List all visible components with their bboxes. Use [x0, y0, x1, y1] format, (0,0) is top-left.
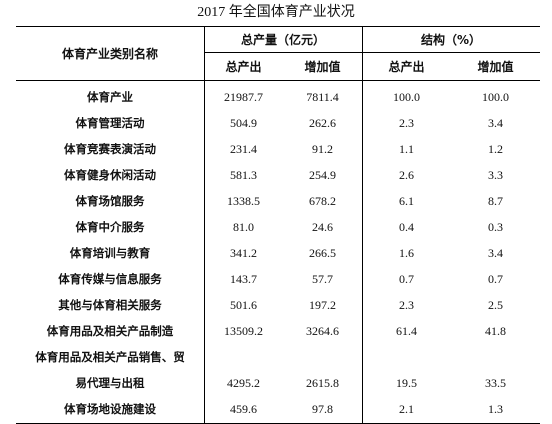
row-label: 体育场地设施建设 [64, 402, 156, 416]
cell-added-value: 262.6 [309, 115, 336, 130]
cell-added-value-pct: 3.3 [488, 167, 503, 182]
header-total-output-group: 总产量（亿元） [240, 33, 325, 47]
cell-added-value: 678.2 [309, 193, 336, 208]
cell-output-pct: 1.6 [399, 245, 414, 260]
cell-output-pct: 19.5 [396, 375, 417, 390]
cell-output-pct: 0.4 [399, 219, 414, 234]
cell-output-pct: 100.0 [393, 89, 420, 104]
cell-added-value: 2615.8 [306, 375, 339, 390]
header-divider [204, 52, 540, 53]
cell-added-value-pct: 1.2 [488, 141, 503, 156]
cell-added-value-pct: 0.7 [488, 271, 503, 286]
cell-added-value-pct: 8.7 [488, 193, 503, 208]
cell-output-pct: 1.1 [399, 141, 414, 156]
row-label: 体育用品及相关产品制造 [46, 324, 174, 338]
cell-output-pct: 0.7 [399, 271, 414, 286]
row-label: 体育健身休闲活动 [64, 168, 156, 182]
header-bottom-rule [16, 80, 540, 81]
cell-output: 13509.2 [224, 323, 263, 338]
cell-added-value: 24.6 [312, 219, 333, 234]
cell-output: 231.4 [230, 141, 257, 156]
cell-added-value-pct: 0.3 [488, 219, 503, 234]
cell-added-value-pct: 1.3 [488, 401, 503, 416]
cell-output: 459.6 [230, 401, 257, 416]
row-label: 体育培训与教育 [69, 246, 151, 260]
table-title: 2017 年全国体育产业状况 [197, 5, 355, 20]
row-label: 体育场馆服务 [75, 194, 145, 208]
column-divider [362, 27, 363, 423]
cell-added-value-pct: 41.8 [485, 323, 506, 338]
cell-added-value-pct: 33.5 [485, 375, 506, 390]
header-added-value-pct: 增加值 [477, 59, 514, 74]
cell-added-value: 97.8 [312, 401, 333, 416]
cell-added-value-pct: 3.4 [488, 115, 503, 130]
cell-added-value: 57.7 [312, 271, 333, 286]
row-label: 体育竞赛表演活动 [64, 142, 156, 156]
cell-added-value-pct: 3.4 [488, 245, 503, 260]
cell-output: 81.0 [233, 219, 254, 234]
row-label: 体育传媒与信息服务 [58, 272, 162, 286]
cell-output: 1338.5 [227, 193, 260, 208]
cell-added-value: 254.9 [309, 167, 336, 182]
cell-output-pct: 6.1 [399, 193, 414, 208]
cell-output-pct: 2.1 [399, 401, 414, 416]
data-table: 体育产业类别名称 总产量（亿元） 结构（%） 总产出 增加值 总产出 增加值 体… [16, 26, 540, 424]
cell-output: 4295.2 [227, 375, 260, 390]
header-structure-group: 结构（%） [420, 33, 482, 47]
row-label: 易代理与出租 [75, 376, 145, 390]
cell-output-pct: 2.3 [399, 297, 414, 312]
cell-added-value-pct: 2.5 [488, 297, 503, 312]
column-divider [204, 27, 205, 423]
cell-output: 501.6 [230, 297, 257, 312]
cell-output: 143.7 [230, 271, 257, 286]
row-label: 体育管理活动 [75, 116, 145, 130]
cell-output-pct: 2.3 [399, 115, 414, 130]
cell-added-value: 7811.4 [306, 89, 339, 104]
cell-added-value: 3264.6 [306, 323, 339, 338]
cell-output-pct: 2.6 [399, 167, 414, 182]
header-category: 体育产业类别名称 [61, 47, 158, 61]
cell-added-value-pct: 100.0 [482, 89, 509, 104]
cell-added-value: 197.2 [309, 297, 336, 312]
cell-output: 581.3 [230, 167, 257, 182]
cell-output: 21987.7 [224, 89, 263, 104]
cell-output-pct: 61.4 [396, 323, 417, 338]
cell-output: 504.9 [230, 115, 257, 130]
row-label: 其他与体育相关服务 [58, 298, 162, 312]
cell-added-value: 91.2 [312, 141, 333, 156]
row-label-line1: 体育用品及相关产品销售、贸 [35, 350, 185, 364]
header-output: 总产出 [225, 59, 262, 74]
row-label: 体育中介服务 [75, 220, 145, 234]
cell-output: 341.2 [230, 245, 257, 260]
header-output-pct: 总产出 [388, 59, 425, 74]
cell-added-value: 266.5 [309, 245, 336, 260]
header-added-value: 增加值 [304, 59, 341, 74]
row-label: 体育产业 [87, 90, 133, 104]
